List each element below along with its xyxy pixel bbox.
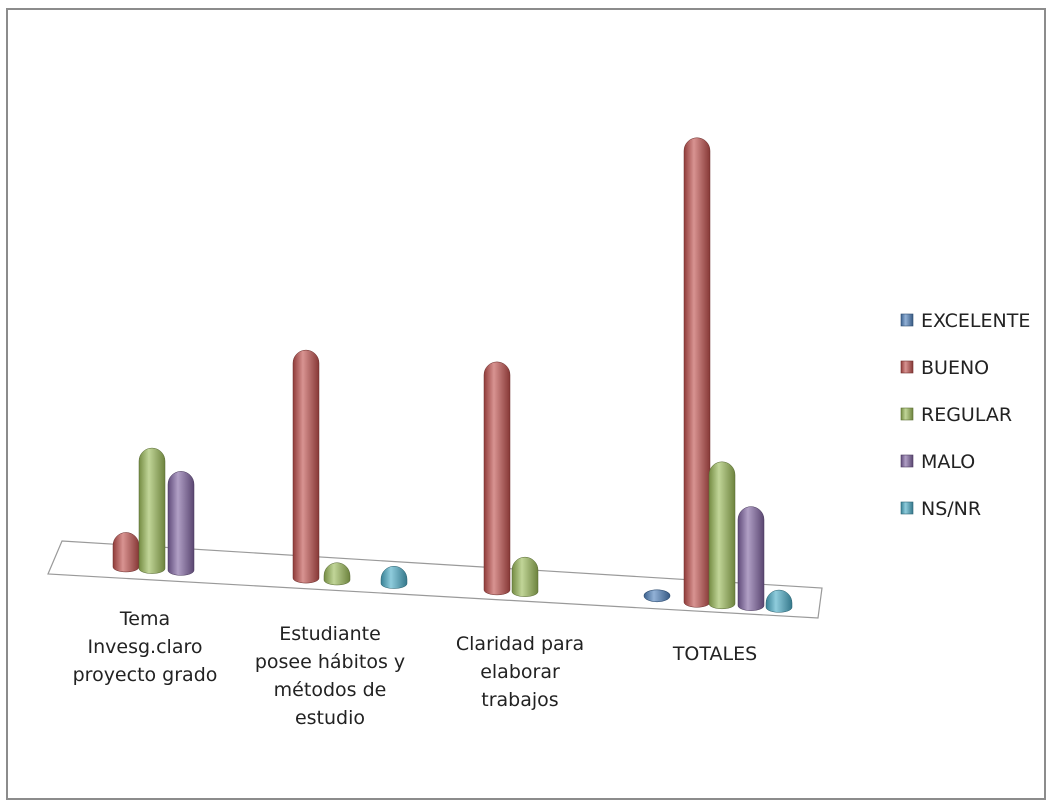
- legend-swatch: [900, 360, 914, 374]
- bar-malo-3: [737, 506, 765, 611]
- bars-layer: [112, 137, 793, 613]
- bar-regular-3: [708, 461, 736, 610]
- category-label-2: Claridad para elaborar trabajos: [456, 633, 584, 711]
- bar-regular-2: [511, 556, 539, 597]
- legend-label: BUENO: [921, 357, 989, 379]
- category-label-1: Estudiante posee hábitos y métodos de estud…: [255, 623, 405, 729]
- bar-nsnr-3: [765, 589, 793, 613]
- category-label-line: Estudiante: [279, 623, 381, 645]
- legend-label: NS/NR: [921, 498, 981, 520]
- legend-swatch: [900, 407, 914, 421]
- chart-frame: [6, 8, 1046, 800]
- chart-floor: [47, 540, 823, 619]
- category-label-line: TOTALES: [672, 643, 757, 665]
- bar-excelente-3: [643, 589, 671, 603]
- legend-item-malo: MALO: [900, 451, 975, 473]
- legend-label: REGULAR: [921, 404, 1012, 426]
- category-label-line: métodos de: [274, 679, 387, 701]
- category-label-line: Tema: [119, 608, 170, 630]
- category-label-3: TOTALES: [672, 643, 757, 665]
- bar-malo-0: [167, 471, 195, 576]
- legend-swatch: [900, 454, 914, 468]
- category-label-line: posee hábitos y: [255, 651, 405, 673]
- legend-item-excelente: EXCELENTE: [900, 310, 1030, 332]
- legend-swatch: [900, 501, 914, 515]
- bar-bueno-3: [683, 137, 711, 608]
- legend-item-bueno: BUENO: [900, 357, 989, 379]
- legend-swatch: [900, 313, 914, 327]
- bar-regular-0: [138, 447, 166, 574]
- category-label-line: elaborar: [480, 661, 560, 683]
- category-label-line: trabajos: [481, 689, 558, 711]
- category-label-line: proyecto grado: [73, 664, 218, 686]
- category-label-line: Claridad para: [456, 633, 584, 655]
- legend-item-regular: REGULAR: [900, 404, 1012, 426]
- bar-bueno-1: [292, 349, 320, 584]
- bar-bueno-2: [483, 361, 511, 596]
- bar-regular-1: [323, 562, 351, 586]
- legend-label: EXCELENTE: [921, 310, 1030, 332]
- category-label-line: Invesg.claro: [88, 636, 203, 658]
- legend-label: MALO: [921, 451, 975, 473]
- category-label-line: estudio: [295, 707, 365, 729]
- bar-bueno-0: [112, 532, 140, 573]
- legend-item-nsnr: NS/NR: [900, 498, 981, 520]
- category-label-0: Tema Invesg.claro proyecto grado: [73, 608, 218, 686]
- legend: EXCELENTE BUENO REGULAR MALO NS/NR: [900, 310, 1030, 520]
- bar-nsnr-1: [380, 565, 408, 589]
- category-labels: Tema Invesg.claro proyecto grado Estudiante…: [73, 608, 758, 729]
